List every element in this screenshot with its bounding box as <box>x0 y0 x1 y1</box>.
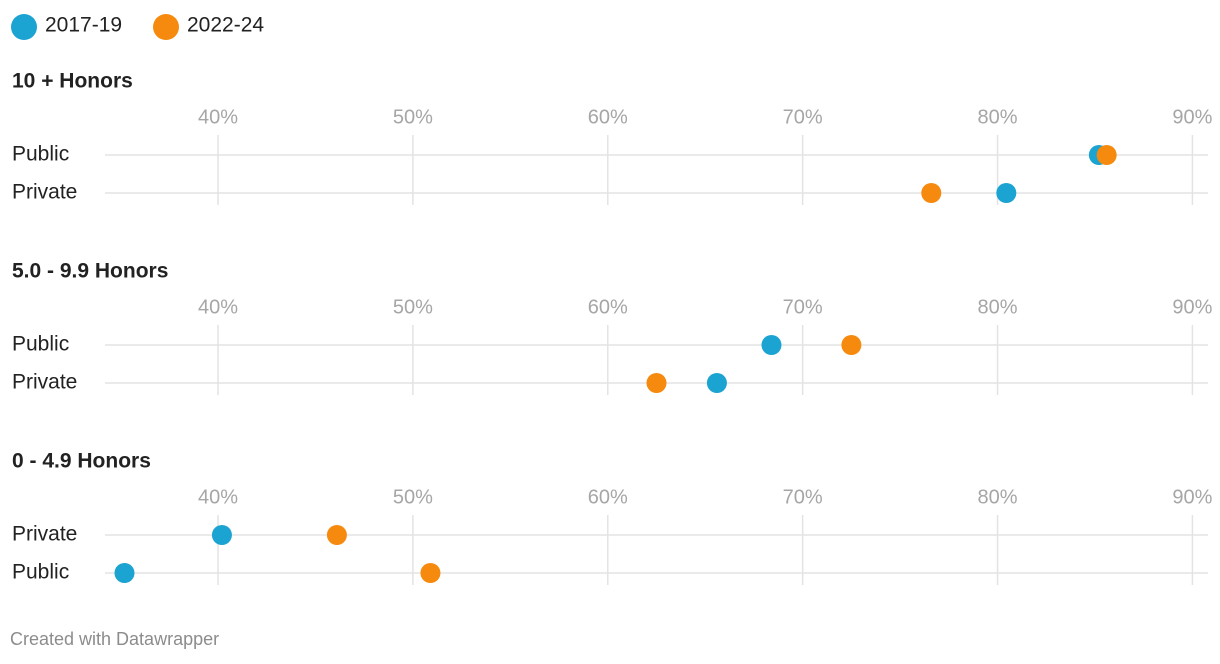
x-tick-label: 50% <box>393 106 433 128</box>
dot <box>761 335 782 355</box>
category-label: Private <box>12 523 77 546</box>
category-label: Public <box>12 143 69 166</box>
x-tick-label: 70% <box>783 486 823 508</box>
category-label: Private <box>12 371 77 394</box>
x-tick-label: 90% <box>1172 486 1212 508</box>
legend-swatch <box>153 14 179 40</box>
series: 2022-24 <box>326 525 441 583</box>
panel-title: 10 + Honors <box>12 70 133 93</box>
category-label: Private <box>12 181 77 204</box>
dot <box>420 563 441 583</box>
x-tick-label: 40% <box>198 106 238 128</box>
category-label: Public <box>12 561 69 584</box>
x-tick-label: 90% <box>1172 296 1212 318</box>
x-tick-label: 60% <box>588 106 628 128</box>
legend-label: 2017-19 <box>45 14 122 37</box>
panel-title: 0 - 4.9 Honors <box>12 450 151 473</box>
series: 2017-19 <box>706 335 782 393</box>
x-tick-label: 80% <box>978 486 1018 508</box>
legend-label: 2022-24 <box>187 14 264 37</box>
dot <box>211 525 232 545</box>
x-tick-label: 50% <box>393 296 433 318</box>
footer: Created with Datawrapper <box>10 629 219 649</box>
panel-title: 5.0 - 9.9 Honors <box>12 260 168 283</box>
dot <box>646 373 667 393</box>
x-tick-label: 50% <box>393 486 433 508</box>
dot <box>706 373 727 393</box>
x-tick-label: 70% <box>783 106 823 128</box>
x-tick-label: 90% <box>1172 106 1212 128</box>
dot <box>114 563 135 583</box>
dot <box>1096 145 1117 165</box>
x-tick-label: 80% <box>978 106 1018 128</box>
series: 2017-19 <box>996 145 1109 203</box>
x-tick-label: 40% <box>198 486 238 508</box>
category-label: Public <box>12 333 69 356</box>
series: 2022-24 <box>921 145 1117 203</box>
dot <box>326 525 347 545</box>
legend-swatch <box>11 14 37 40</box>
x-tick-label: 40% <box>198 296 238 318</box>
series: 2022-24 <box>646 335 862 393</box>
x-tick-label: 80% <box>978 296 1018 318</box>
dot <box>921 183 942 203</box>
series: 2017-19 <box>114 525 232 583</box>
dot <box>996 183 1017 203</box>
x-tick-label: 70% <box>783 296 823 318</box>
x-tick-label: 60% <box>588 486 628 508</box>
x-tick-label: 60% <box>588 296 628 318</box>
dot <box>841 335 862 355</box>
